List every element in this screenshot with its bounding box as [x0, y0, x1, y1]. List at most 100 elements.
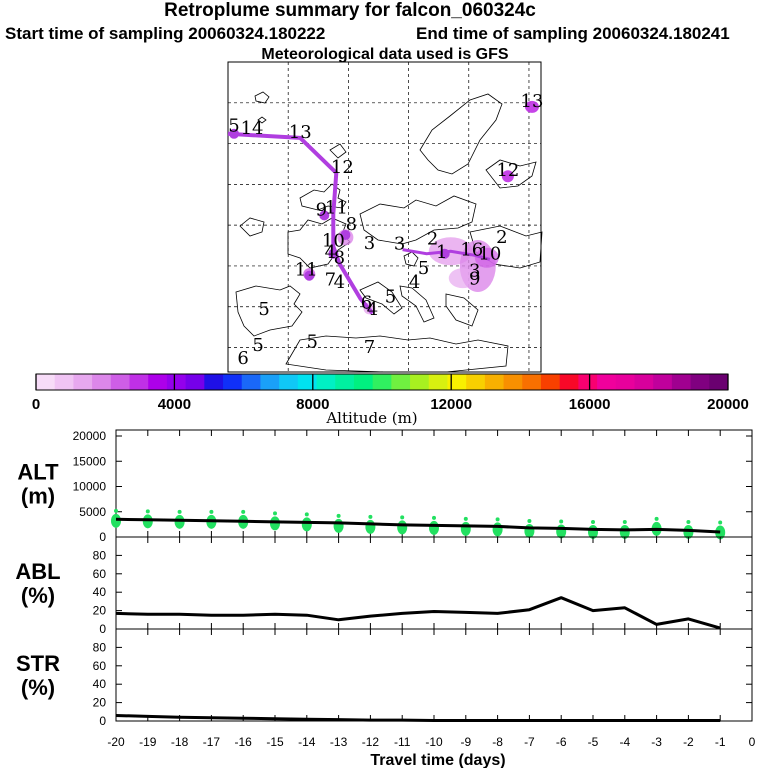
xtick-label: -13 [330, 735, 348, 749]
colorbar-cell [578, 374, 598, 390]
alt-scatter-point-small [273, 511, 277, 516]
colorbar-cell [709, 374, 729, 390]
trajectory-path [227, 131, 375, 315]
xtick-label: -3 [651, 735, 662, 749]
colorbar-cell [559, 374, 579, 390]
colorbar-tick-label: 20000 [707, 396, 749, 413]
colorbar-cell [466, 374, 486, 390]
colorbar-cell [428, 374, 448, 390]
start-time: Start time of sampling 20060324.180222 [5, 24, 326, 43]
trajectory-marker [319, 210, 330, 221]
day-label: 5 [307, 332, 318, 353]
colorbar-cell [316, 374, 336, 390]
colorbar-cell [522, 374, 542, 390]
colorbar-tick-label: 0 [32, 396, 40, 413]
day-label: 4 [334, 272, 345, 293]
xtick-label: -1 [715, 735, 726, 749]
xtick-label: -6 [556, 735, 567, 749]
abl-ytick-label: 80 [93, 548, 107, 562]
day-label: 10 [478, 243, 501, 264]
colorbar-cell [484, 374, 505, 390]
trajectory-marker [229, 128, 240, 139]
colorbar-cell [653, 374, 673, 390]
alt-scatter-point-small [654, 516, 659, 521]
str-ytick-label: 40 [93, 677, 107, 691]
day-label: 16 [460, 239, 483, 260]
colorbar-cell [54, 374, 74, 390]
day-label: 7 [364, 337, 375, 358]
colorbar-cell [335, 374, 355, 390]
coastline [299, 183, 347, 211]
alt-scatter-point-small [304, 512, 309, 517]
day-label: 1 [436, 242, 447, 263]
day-label: 13 [521, 91, 544, 112]
day-label: 13 [289, 122, 312, 143]
alt-panel: ALT(m) 0 5000 10000 15000 20000 [17, 429, 753, 544]
colorbar-tick-label: 12000 [430, 396, 472, 413]
alt-scatter-point-small [495, 517, 500, 522]
alt-scatter-point-small [686, 519, 691, 524]
alt-scatter-point-small [591, 519, 595, 524]
coastline [239, 217, 265, 237]
alt-scatter-point [111, 513, 121, 528]
abl-panel: ABL(%) 0 20 40 60 80 [15, 536, 753, 636]
coastline [359, 195, 477, 245]
coastline [445, 293, 479, 327]
colorbar-cell [223, 374, 243, 390]
alt-scatter-point [429, 520, 439, 535]
coastline [285, 335, 509, 373]
colorbar-cell [36, 374, 56, 390]
alt-ylabel: ALT [17, 460, 59, 485]
alt-scatter-point-small [718, 520, 723, 525]
map-coastlines [235, 91, 543, 373]
footprint-blob [524, 100, 539, 113]
str-series-line [115, 714, 721, 722]
str-ytick-label: 20 [93, 696, 107, 710]
colorbar-cell [185, 374, 205, 390]
alt-scatter-point [142, 514, 153, 529]
colorbar-cell [241, 374, 261, 390]
day-label: 6 [237, 348, 248, 369]
day-label: 5 [252, 335, 263, 356]
day-label: 5 [258, 299, 269, 320]
alt-scatter-point [365, 519, 376, 534]
alt-scatter-point-small [368, 514, 373, 519]
trajectory-marker [340, 229, 351, 240]
alt-ytick-label: 0 [99, 530, 106, 544]
alt-scatter-point-small [114, 508, 118, 513]
colorbar-cell [634, 374, 654, 390]
xtick-label: -11 [394, 735, 411, 749]
colorbar-cell [410, 374, 430, 390]
str-ytick-label: 80 [93, 640, 107, 654]
coastline [403, 251, 419, 267]
day-label: 9 [316, 199, 327, 220]
colorbar-cell [92, 374, 112, 390]
abl-ytick-label: 40 [93, 585, 107, 599]
trajectory-marker [439, 248, 450, 259]
footprint-blob [448, 268, 477, 289]
day-label: 8 [346, 214, 357, 235]
alt-scatter-point [556, 524, 567, 539]
alt-scatter-point-small [241, 509, 246, 514]
xtick-label: -17 [203, 735, 221, 749]
alt-scatter-point-small [622, 519, 627, 524]
colorbar-cell [129, 374, 149, 390]
colorbar-cell [597, 374, 617, 390]
str-ylabel: STR [16, 651, 60, 676]
colorbar-tick-label: 16000 [569, 396, 611, 413]
alt-scatter-point-small [463, 516, 468, 521]
abl-ytick-label: 60 [93, 567, 107, 581]
colorbar-tick-label: 4000 [158, 396, 191, 413]
xtick-label: -2 [683, 735, 694, 749]
xtick-label: -19 [139, 735, 157, 749]
xtick-label: -7 [524, 735, 535, 749]
day-label: 5 [385, 287, 396, 308]
xtick-label: -12 [362, 735, 380, 749]
coastline [257, 116, 267, 124]
abl-ylabel: ABL [15, 559, 60, 584]
day-label: 5 [418, 258, 429, 279]
alt-scatter-point-small [145, 509, 150, 514]
abl-ytick-label: 20 [93, 604, 107, 618]
alt-ytick-label: 5000 [79, 505, 106, 519]
footprint-blob [501, 170, 514, 183]
